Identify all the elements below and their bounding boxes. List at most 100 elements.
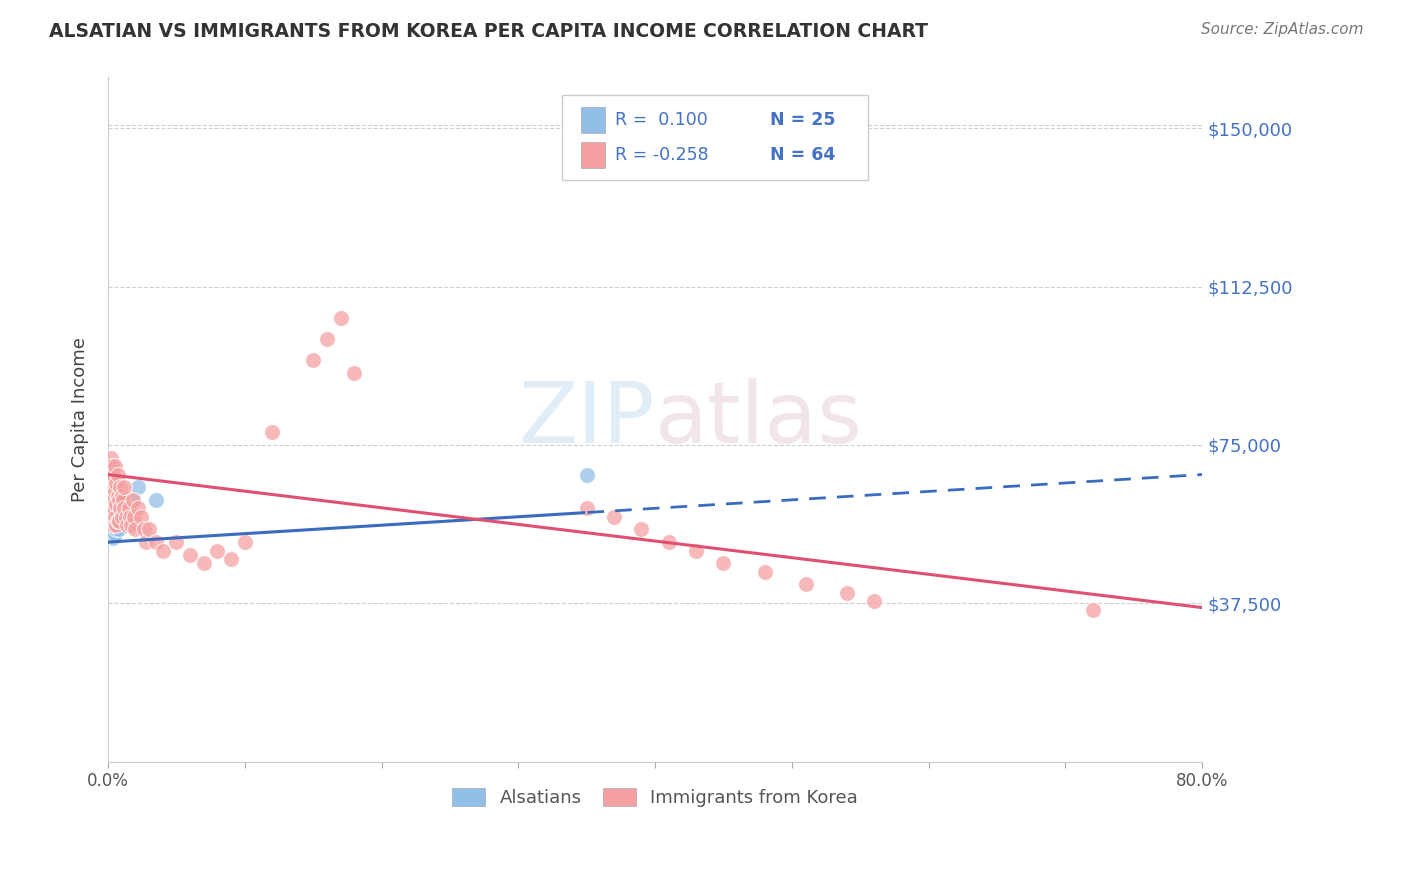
Point <box>101 467 124 482</box>
Text: Source: ZipAtlas.com: Source: ZipAtlas.com <box>1201 22 1364 37</box>
Point <box>108 514 131 528</box>
Text: N = 64: N = 64 <box>770 145 835 163</box>
Point <box>104 509 127 524</box>
Point <box>165 535 187 549</box>
Point <box>179 548 201 562</box>
Point <box>105 501 128 516</box>
Point <box>101 484 124 499</box>
Point <box>1081 603 1104 617</box>
Point <box>101 501 124 516</box>
Point <box>120 518 142 533</box>
Point <box>121 492 143 507</box>
Text: atlas: atlas <box>655 378 863 461</box>
Point <box>104 509 127 524</box>
Point <box>104 459 127 474</box>
Point <box>100 450 122 465</box>
Point <box>103 514 125 528</box>
Point <box>262 425 284 440</box>
Point <box>107 489 129 503</box>
Point <box>101 459 124 474</box>
Point <box>100 484 122 499</box>
Point <box>117 501 139 516</box>
Point <box>104 492 127 507</box>
Point <box>117 509 139 524</box>
Point <box>132 523 155 537</box>
Point <box>127 501 149 516</box>
Point <box>135 535 157 549</box>
Point <box>575 467 598 482</box>
Point <box>105 475 128 490</box>
Point <box>100 480 122 494</box>
Point <box>110 501 132 516</box>
Point <box>103 467 125 482</box>
Point <box>98 467 121 482</box>
Point <box>107 489 129 503</box>
Text: ZIP: ZIP <box>519 378 655 461</box>
Point <box>145 535 167 549</box>
Point <box>114 509 136 524</box>
Point <box>115 518 138 533</box>
Point <box>302 353 325 368</box>
Point <box>110 501 132 516</box>
Text: R =  0.100: R = 0.100 <box>614 111 707 129</box>
Point <box>105 518 128 533</box>
Point <box>104 526 127 541</box>
Point <box>685 543 707 558</box>
Point <box>603 509 626 524</box>
Point <box>103 492 125 507</box>
Point <box>315 332 337 346</box>
Point <box>112 501 135 516</box>
Y-axis label: Per Capita Income: Per Capita Income <box>72 337 89 502</box>
Point <box>101 501 124 516</box>
Point <box>630 523 652 537</box>
Point <box>124 523 146 537</box>
Point <box>118 509 141 524</box>
Legend: Alsatians, Immigrants from Korea: Alsatians, Immigrants from Korea <box>446 781 865 814</box>
Point <box>111 492 134 507</box>
Point <box>100 492 122 507</box>
Text: N = 25: N = 25 <box>770 111 835 129</box>
Point <box>658 535 681 549</box>
Point <box>863 594 886 608</box>
Point <box>108 523 131 537</box>
Point <box>575 501 598 516</box>
Point <box>129 509 152 524</box>
Point <box>343 366 366 380</box>
Point <box>138 523 160 537</box>
Point <box>193 556 215 570</box>
Point <box>107 509 129 524</box>
FancyBboxPatch shape <box>581 107 605 133</box>
Point <box>233 535 256 549</box>
Point <box>127 480 149 494</box>
Point <box>713 556 735 570</box>
Point <box>98 459 121 474</box>
Point <box>219 552 242 566</box>
Point <box>103 531 125 545</box>
Point <box>112 480 135 494</box>
Point <box>835 586 858 600</box>
Point <box>111 489 134 503</box>
Point <box>107 514 129 528</box>
Point <box>122 509 145 524</box>
Point <box>112 492 135 507</box>
Point <box>121 492 143 507</box>
Point <box>101 475 124 490</box>
Point <box>329 311 352 326</box>
Point <box>107 467 129 482</box>
Point <box>112 501 135 516</box>
Point <box>207 543 229 558</box>
Point <box>111 509 134 524</box>
Point <box>110 480 132 494</box>
Point <box>152 543 174 558</box>
Point <box>794 577 817 591</box>
Point <box>105 497 128 511</box>
FancyBboxPatch shape <box>562 95 869 180</box>
Point <box>103 518 125 533</box>
Point <box>105 523 128 537</box>
Point <box>754 565 776 579</box>
Text: R = -0.258: R = -0.258 <box>614 145 709 163</box>
Point <box>108 492 131 507</box>
Point <box>104 484 127 499</box>
FancyBboxPatch shape <box>581 142 605 168</box>
Point <box>100 509 122 524</box>
